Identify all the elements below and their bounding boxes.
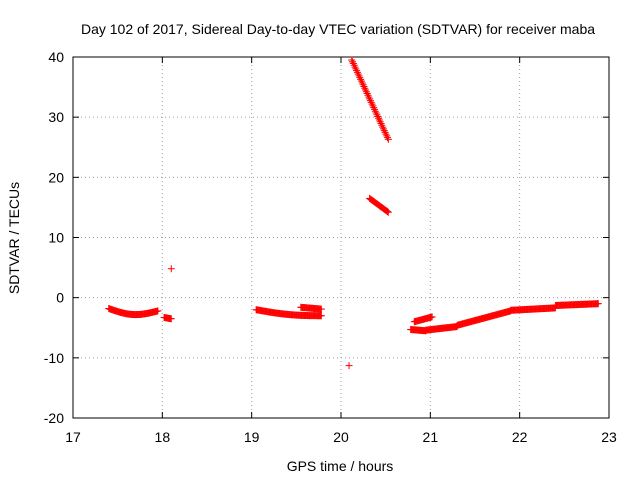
y-tick-label: 0 (56, 290, 64, 306)
data-point (375, 114, 383, 122)
gridlines (73, 57, 609, 418)
data-point (317, 305, 325, 313)
data-point (362, 86, 370, 94)
data-point (351, 63, 359, 71)
data-point (366, 95, 374, 103)
x-tick-label: 17 (65, 429, 81, 445)
data-point (384, 208, 392, 216)
data-point (167, 315, 175, 323)
data-point (371, 107, 379, 115)
ticks: 17 18 19 20 21 22 23 -20 -10 0 10 20 30 40 (44, 49, 617, 445)
data-point (376, 118, 384, 126)
x-tick-label: 20 (333, 429, 349, 445)
data-point (355, 72, 363, 80)
data-point (358, 79, 366, 87)
data-point (154, 307, 162, 315)
data-point (383, 207, 391, 215)
x-tick-label: 22 (512, 429, 528, 445)
x-tick-label: 21 (423, 429, 439, 445)
x-axis-label: GPS time / hours (287, 458, 394, 474)
y-axis-label: SDTVAR / TECUs (6, 182, 22, 294)
data-series (105, 56, 602, 370)
data-point (379, 123, 387, 131)
y-tick-label: -20 (44, 410, 64, 426)
y-tick-label: 30 (48, 109, 64, 125)
data-point (349, 58, 357, 66)
data-point (167, 265, 175, 273)
data-point (374, 112, 382, 120)
y-tick-label: 10 (48, 230, 64, 246)
data-point (354, 70, 362, 78)
data-point (353, 67, 361, 75)
data-point (384, 134, 392, 142)
x-tick-label: 19 (244, 429, 260, 445)
data-point (350, 61, 358, 69)
data-point (368, 100, 376, 108)
data-point (357, 75, 365, 83)
data-point (373, 111, 381, 119)
data-point (371, 105, 379, 113)
y-tick-label: 40 (48, 49, 64, 65)
data-point (349, 60, 357, 68)
data-point (379, 125, 387, 133)
data-point (348, 56, 356, 64)
data-point (361, 84, 369, 92)
data-point (356, 74, 364, 82)
y-tick-label: 20 (48, 169, 64, 185)
data-point (360, 82, 368, 90)
data-point (381, 128, 389, 136)
data-point (375, 116, 383, 124)
data-point (352, 65, 360, 73)
chart-title: Day 102 of 2017, Sidereal Day-to-day VTE… (81, 21, 595, 37)
data-point (383, 132, 391, 140)
data-point (365, 93, 373, 101)
data-point (369, 102, 377, 110)
data-point (378, 121, 386, 129)
data-point (372, 109, 380, 117)
data-point (366, 97, 374, 105)
data-point (345, 362, 353, 370)
data-point (357, 77, 365, 85)
y-tick-label: -10 (44, 350, 64, 366)
data-point (363, 90, 371, 98)
x-tick-label: 23 (601, 429, 617, 445)
data-point (428, 313, 436, 321)
data-point (367, 98, 375, 106)
data-point (317, 312, 325, 320)
data-point (353, 68, 361, 76)
data-point (362, 88, 370, 96)
data-point (384, 135, 392, 143)
data-point (377, 120, 385, 128)
data-point (359, 81, 367, 89)
data-point (364, 91, 372, 99)
x-tick-label: 18 (155, 429, 171, 445)
data-point (594, 300, 602, 308)
data-point (382, 130, 390, 138)
data-point (370, 104, 378, 112)
data-point (380, 127, 388, 135)
data-point (384, 208, 392, 216)
